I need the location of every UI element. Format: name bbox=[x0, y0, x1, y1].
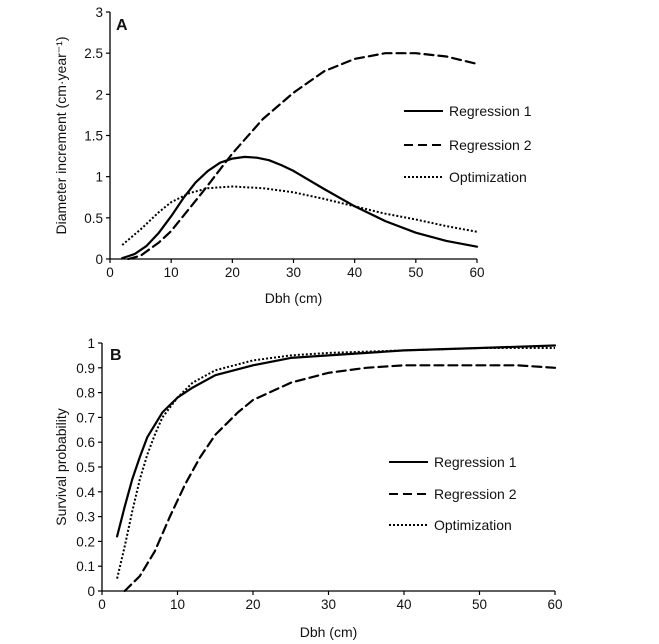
legend-label: Optimization bbox=[449, 169, 527, 185]
y-axis-label: Diameter increment (cm·year⁻¹) bbox=[53, 37, 69, 235]
x-tick-label: 10 bbox=[170, 597, 185, 612]
y-tick-label: 0.8 bbox=[76, 386, 95, 401]
y-tick-label: 0.4 bbox=[76, 485, 95, 500]
y-tick-label: 1 bbox=[95, 170, 103, 185]
series-line-solid bbox=[121, 155, 479, 260]
x-tick-label: 40 bbox=[396, 597, 411, 612]
x-axis-label: Dbh (cm) bbox=[300, 624, 358, 640]
y-tick-label: 1 bbox=[87, 336, 95, 351]
series-line-dotted bbox=[121, 185, 478, 246]
x-tick-label: 60 bbox=[547, 597, 562, 612]
y-tick-label: 0.7 bbox=[76, 410, 95, 425]
y-tick-label: 0.5 bbox=[76, 460, 95, 475]
x-tick-label: 10 bbox=[164, 265, 179, 280]
legend-label: Regression 2 bbox=[449, 137, 532, 153]
x-axis-label: Dbh (cm) bbox=[265, 290, 323, 306]
legend-label: Regression 1 bbox=[434, 454, 517, 470]
legend-label: Optimization bbox=[434, 517, 512, 533]
y-tick-label: 0 bbox=[95, 252, 103, 267]
legend-label: Regression 1 bbox=[449, 103, 532, 119]
x-tick-label: 30 bbox=[286, 265, 301, 280]
y-tick-label: 3 bbox=[95, 5, 103, 20]
x-tick-label: 0 bbox=[106, 265, 114, 280]
x-tick-label: 0 bbox=[98, 597, 106, 612]
x-tick-label: 50 bbox=[408, 265, 423, 280]
panel-a-chart: 0 10 20 30 40 50 60 0 0.5 1 1.5 2 2.5 3A Dbh (cm) Diame… bbox=[53, 5, 532, 306]
y-tick-label: 0.9 bbox=[76, 361, 95, 376]
x-tick-label: 50 bbox=[472, 597, 487, 612]
y-tick-label: 0.3 bbox=[76, 510, 95, 525]
y-tick-label: 2 bbox=[95, 87, 103, 102]
y-tick-label: 0.2 bbox=[76, 534, 95, 549]
panel-label: A bbox=[116, 17, 128, 34]
x-tick-label: 60 bbox=[469, 265, 484, 280]
y-tick-label: 0 bbox=[87, 584, 95, 599]
series-line-dashed bbox=[127, 52, 479, 261]
y-tick-label: 2.5 bbox=[84, 46, 103, 61]
x-tick-label: 40 bbox=[347, 265, 362, 280]
x-tick-label: 20 bbox=[225, 265, 240, 280]
y-axis-label: Survival probability bbox=[53, 408, 69, 526]
series-line-dotted bbox=[116, 347, 555, 579]
y-tick-label: 0.1 bbox=[76, 559, 95, 574]
y-tick-label: 0.6 bbox=[76, 435, 95, 450]
panel-label: B bbox=[110, 347, 122, 364]
x-tick-label: 30 bbox=[321, 597, 336, 612]
x-tick-label: 20 bbox=[245, 597, 260, 612]
series-line-dashed bbox=[123, 364, 557, 593]
y-tick-label: 1.5 bbox=[84, 129, 103, 144]
series-line-solid bbox=[115, 344, 557, 538]
y-tick-label: 0.5 bbox=[84, 211, 103, 226]
panel-b-chart: 0 10 20 30 40 50 60 0 0.1 0.2 0.3 0.4 0.5 0.6 0.7 0.8 0.… bbox=[53, 336, 563, 640]
legend-label: Regression 2 bbox=[434, 486, 517, 502]
